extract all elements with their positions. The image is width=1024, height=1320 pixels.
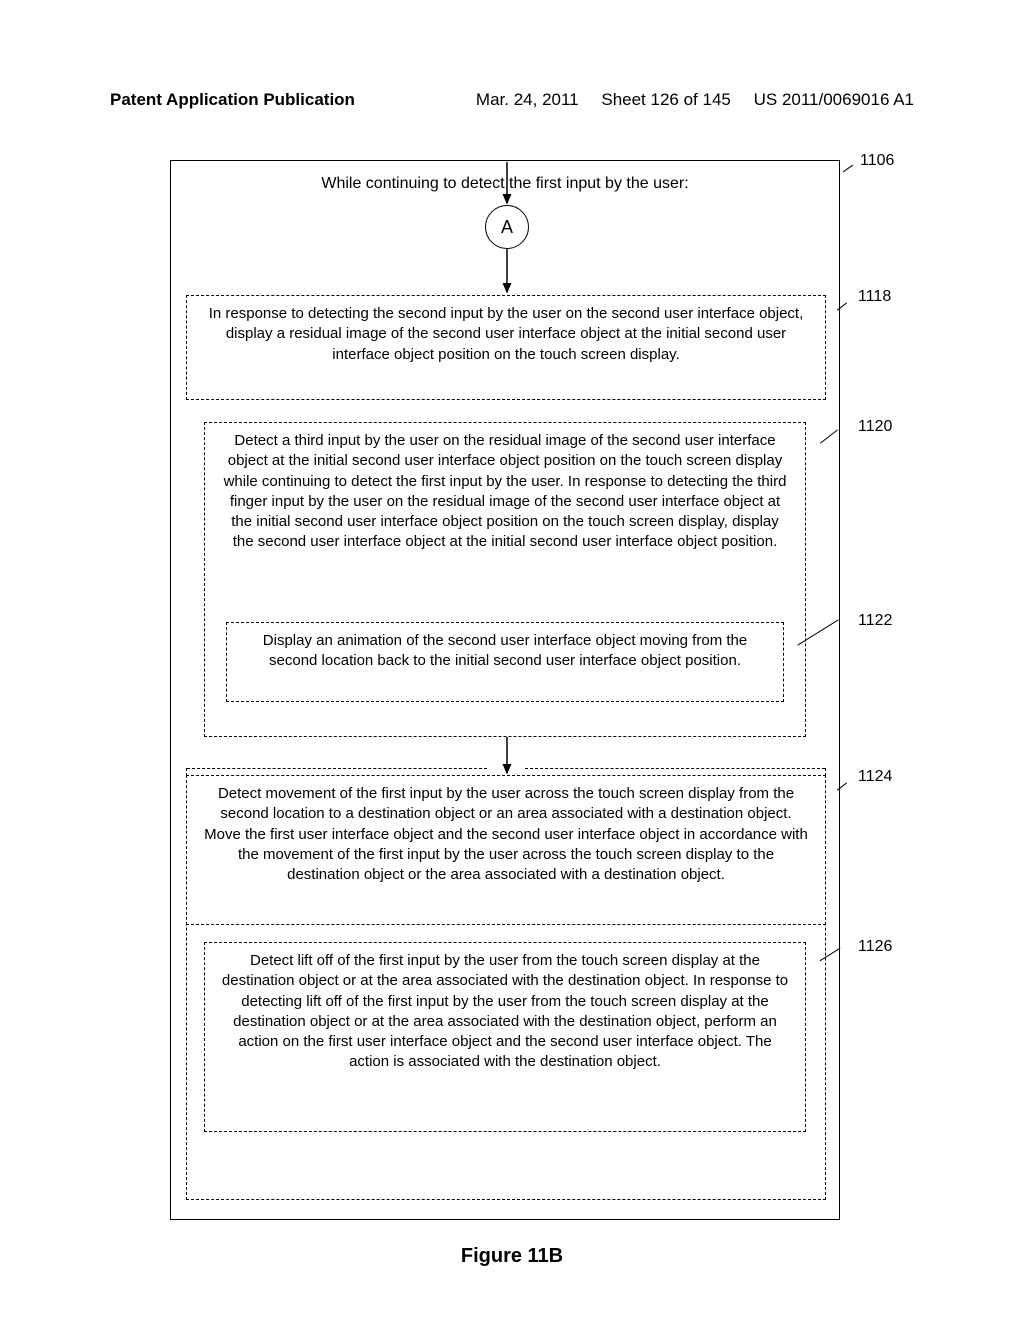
step-text: In response to detecting the second inpu… xyxy=(209,305,804,363)
ref-label-1118: 1118 xyxy=(858,288,891,306)
ref-label-1124: 1124 xyxy=(858,768,892,786)
flow-step-1118: In response to detecting the second inpu… xyxy=(186,295,826,400)
figure-caption: Figure 11B xyxy=(0,1245,1024,1268)
step-text: Detect lift off of the first input by th… xyxy=(222,952,788,1070)
flow-step-1126: Detect lift off of the first input by th… xyxy=(204,942,806,1132)
off-page-connector: A xyxy=(485,205,529,249)
step-text: Display an animation of the second user … xyxy=(263,632,747,669)
ref-label-1122: 1122 xyxy=(858,612,892,630)
flow-step-1124: Detect movement of the first input by th… xyxy=(186,775,826,925)
flow-step-1122: Display an animation of the second user … xyxy=(226,622,784,702)
step-text: Detect a third input by the user on the … xyxy=(224,432,787,550)
step-text: Detect movement of the first input by th… xyxy=(204,785,808,883)
connector-label: A xyxy=(501,217,513,237)
ref-label-1120: 1120 xyxy=(858,418,892,436)
ref-label-1126: 1126 xyxy=(858,938,892,956)
